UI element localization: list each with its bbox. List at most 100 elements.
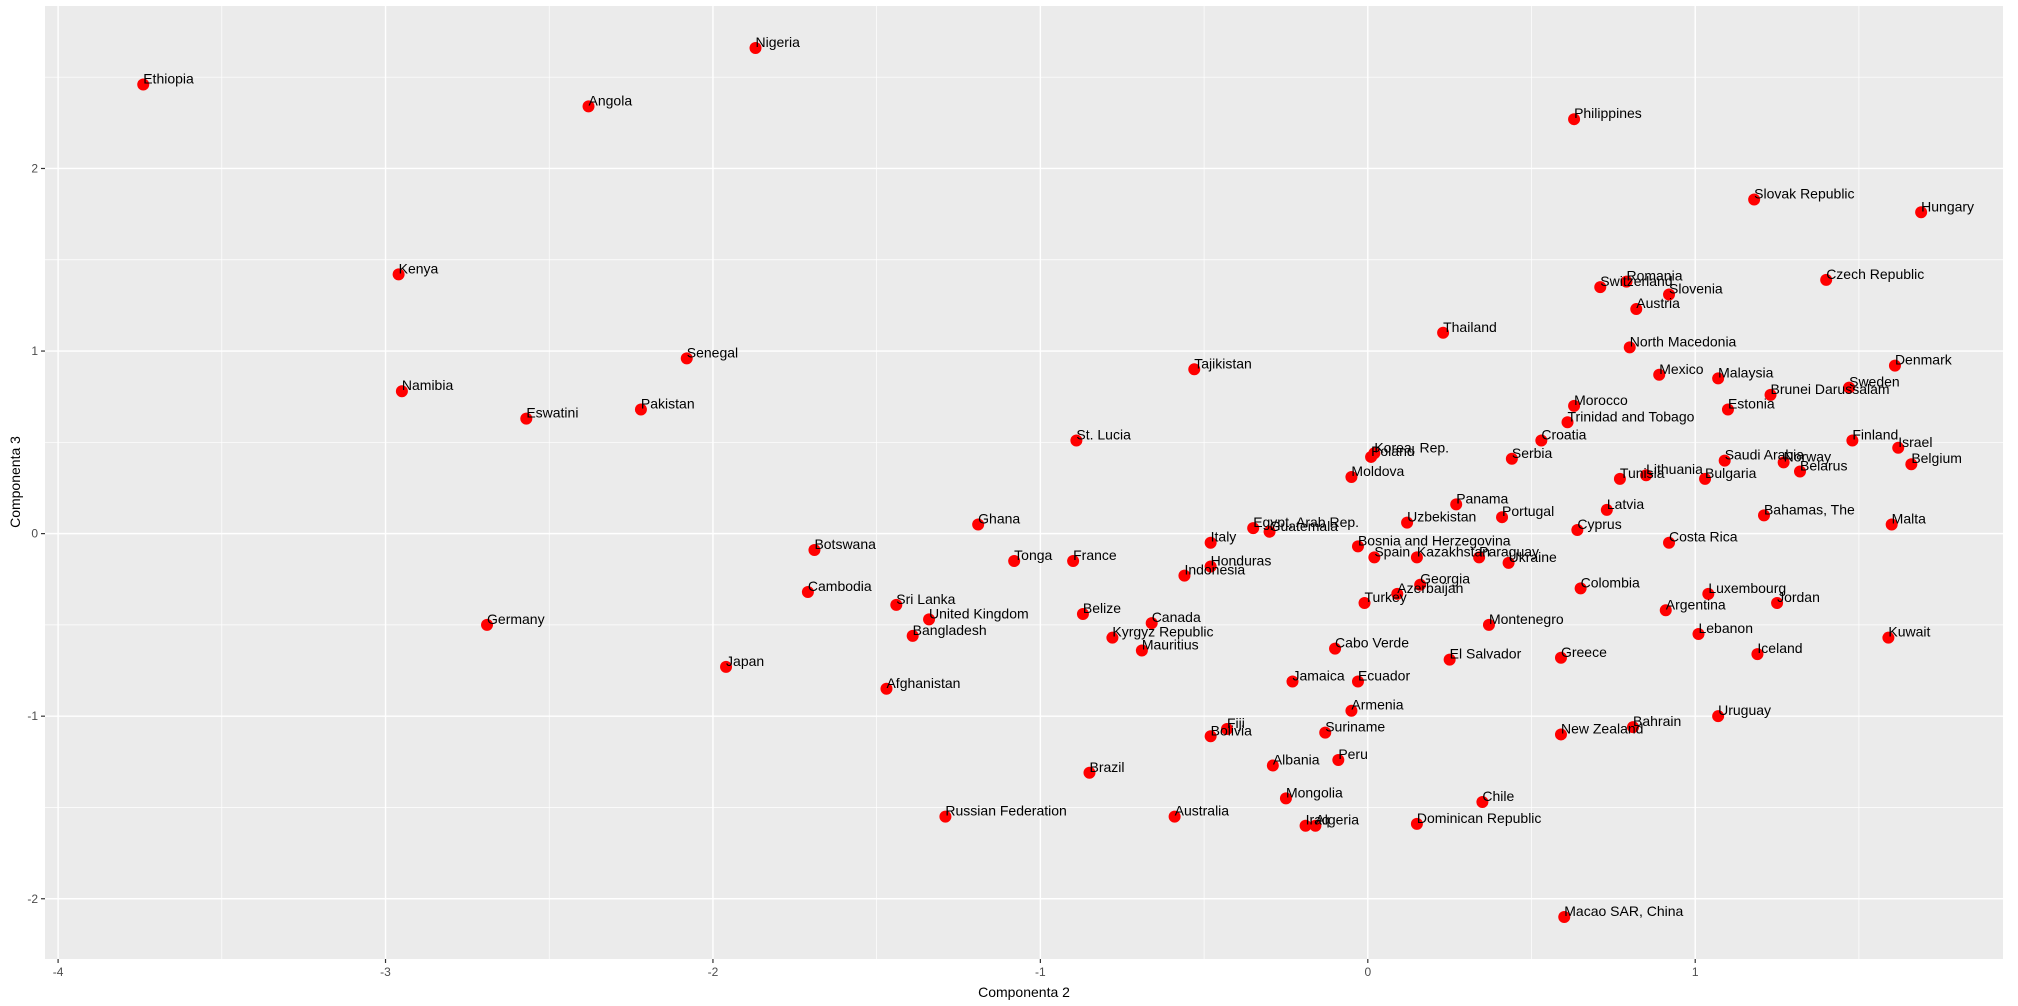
point-label: Azerbaijan <box>1397 580 1463 596</box>
data-point <box>1620 275 1633 288</box>
x-tick-label: -2 <box>708 965 719 979</box>
major-gridlines <box>45 6 2003 959</box>
data-point <box>1345 471 1358 484</box>
point-label: Greece <box>1561 644 1607 660</box>
data-point <box>1345 704 1358 717</box>
point-label: Italy <box>1211 529 1237 545</box>
point-label: Sri Lanka <box>896 591 955 607</box>
data-point <box>1332 754 1345 767</box>
data-point <box>880 682 893 695</box>
point-label: Algeria <box>1315 812 1359 828</box>
point-label: Pakistan <box>641 395 695 411</box>
point-label: Peru <box>1338 746 1368 762</box>
data-point <box>1568 113 1581 126</box>
point-label: Estonia <box>1728 395 1775 411</box>
data-point <box>1764 388 1777 401</box>
y-tick-label: -2 <box>27 892 38 906</box>
x-tick-label: -1 <box>1035 965 1046 979</box>
data-point <box>634 403 647 416</box>
data-point <box>1600 503 1613 516</box>
point-label: Trinidad and Tobago <box>1568 408 1695 424</box>
data-point <box>1558 911 1571 924</box>
point-label: Switzerland <box>1600 273 1672 289</box>
point-label: Morocco <box>1574 392 1628 408</box>
point-label: Ethiopia <box>143 71 194 87</box>
data-point <box>137 78 150 91</box>
data-point <box>1502 556 1515 569</box>
point-label: Belgium <box>1911 450 1962 466</box>
point-label: Tonga <box>1014 547 1052 563</box>
data-point <box>1204 536 1217 549</box>
data-point <box>1410 817 1423 830</box>
point-label: Indonesia <box>1184 562 1245 578</box>
data-point <box>1574 582 1587 595</box>
data-point <box>1266 759 1279 772</box>
point-label: Colombia <box>1581 574 1640 590</box>
data-point <box>1204 730 1217 743</box>
point-label: Malta <box>1892 510 1926 526</box>
data-point <box>1905 458 1918 471</box>
point-label: Iraq <box>1306 812 1330 828</box>
data-point <box>1437 326 1450 339</box>
point-label: Macao SAR, China <box>1564 903 1683 919</box>
data-point <box>1748 193 1761 206</box>
point-label: St. Lucia <box>1076 427 1131 443</box>
point-label: Norway <box>1784 448 1831 464</box>
point-label: Mongolia <box>1286 784 1343 800</box>
data-point <box>1505 452 1518 465</box>
point-label: Uzbekistan <box>1407 509 1476 525</box>
point-label: New Zealand <box>1561 720 1644 736</box>
point-label: North Macedonia <box>1630 333 1737 349</box>
data-point <box>1757 509 1770 522</box>
data-point <box>1145 617 1158 630</box>
point-label: Moldova <box>1351 463 1404 479</box>
data-point <box>1401 516 1414 529</box>
data-point <box>1613 472 1626 485</box>
point-label: Denmark <box>1895 352 1953 368</box>
plot-panel: Ethiopia Nigeria Angola Philippines Slovak R… <box>45 6 2003 959</box>
data-point <box>1751 648 1764 661</box>
data-point <box>1204 560 1217 573</box>
data-point <box>680 352 693 365</box>
point-label: Japan <box>726 653 764 669</box>
point-label: Hungary <box>1921 198 1974 214</box>
point-label: Cambodia <box>808 578 872 594</box>
point-label: Guatemala <box>1270 518 1339 534</box>
data-point <box>1535 434 1548 447</box>
point-label: Lebanon <box>1698 620 1753 636</box>
data-point <box>1888 359 1901 372</box>
point-label: Dominican Republic <box>1417 810 1542 826</box>
point-label: Bahamas, The <box>1764 501 1855 517</box>
data-point <box>1630 303 1643 316</box>
point-label: Jamaica <box>1292 667 1344 683</box>
point-label: Austria <box>1636 295 1680 311</box>
data-point <box>1351 675 1364 688</box>
data-point <box>972 518 985 531</box>
data-point <box>1568 399 1581 412</box>
data-point <box>1718 454 1731 467</box>
data-point <box>1168 810 1181 823</box>
y-tick-label: -1 <box>27 709 38 723</box>
point-label: Suriname <box>1325 719 1385 735</box>
data-point <box>1882 631 1895 644</box>
point-label: Argentina <box>1666 596 1726 612</box>
point-label: Chile <box>1482 788 1514 804</box>
point-label: Cabo Verde <box>1335 635 1409 651</box>
data-point <box>1640 469 1653 482</box>
data-point <box>749 41 762 54</box>
data-point <box>1659 604 1672 617</box>
data-point <box>1476 795 1489 808</box>
data-point <box>1286 675 1299 688</box>
y-axis-title: Componenta 3 <box>7 436 23 528</box>
point-label: Egypt, Arab Rep. <box>1253 514 1359 530</box>
data-point <box>1793 465 1806 478</box>
point-label: Afghanistan <box>886 675 960 691</box>
point-label: Serbia <box>1512 445 1553 461</box>
data-point <box>720 660 733 673</box>
point-label: Russian Federation <box>945 803 1066 819</box>
data-point <box>1496 511 1509 524</box>
point-label: Eswatini <box>526 405 578 421</box>
data-point <box>1623 341 1636 354</box>
point-label: Romania <box>1626 268 1682 284</box>
point-label: Tunisia <box>1620 465 1665 481</box>
